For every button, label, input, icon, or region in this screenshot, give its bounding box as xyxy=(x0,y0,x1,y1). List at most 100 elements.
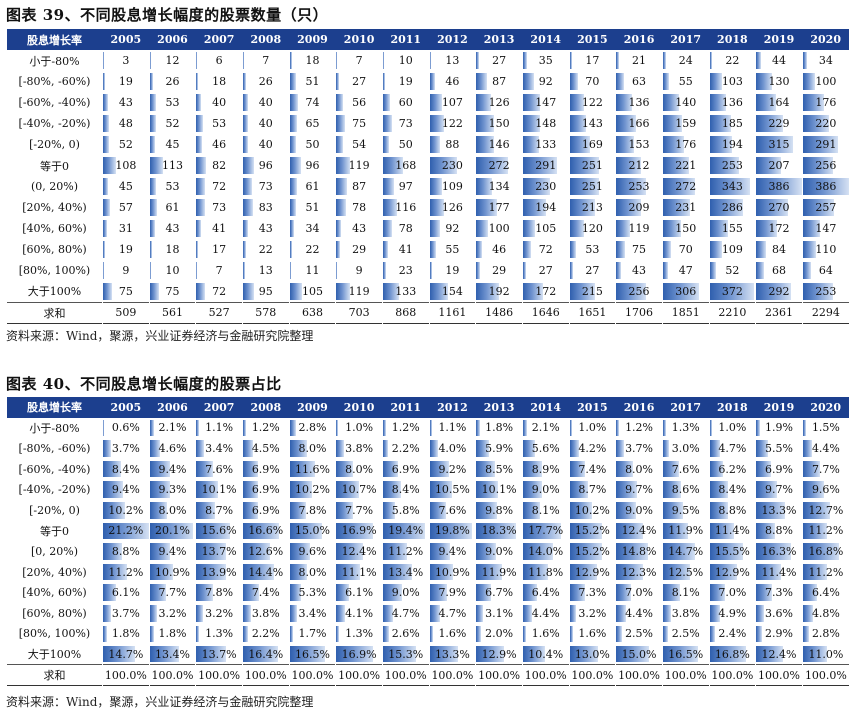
cell-value: 8.6% xyxy=(671,483,700,497)
data-cell: 12.3% xyxy=(615,561,663,583)
row-label: [-20%, 0) xyxy=(6,499,103,521)
cell-value: 6.1% xyxy=(345,586,374,600)
cell-value: 9.0% xyxy=(391,586,420,600)
value-bar xyxy=(476,178,493,195)
data-cell: 100 xyxy=(475,218,523,239)
total-cell: 100.0% xyxy=(755,664,803,686)
value-bar xyxy=(150,460,170,478)
data-cell: 47 xyxy=(661,260,710,281)
data-cell: 143 xyxy=(568,113,616,134)
cell-value: 12 xyxy=(165,54,180,67)
cell-value: 60 xyxy=(398,96,413,109)
cell-value: 24 xyxy=(678,54,693,67)
value-bar xyxy=(756,604,764,622)
value-bar xyxy=(430,625,434,643)
data-cell: 343 xyxy=(708,176,756,197)
value-bar xyxy=(663,419,666,437)
value-bar xyxy=(570,199,595,216)
cell-value: 13.3% xyxy=(761,503,797,517)
data-cell: 13.7% xyxy=(195,644,243,665)
data-cell: 14.0% xyxy=(521,541,570,562)
value-bar xyxy=(616,522,643,540)
data-cell: 4.4% xyxy=(615,602,663,624)
cell-value: 120 xyxy=(581,222,603,235)
data-cell: 13.7% xyxy=(195,541,243,562)
data-cell: 8.7% xyxy=(568,479,616,500)
value-bar xyxy=(523,584,537,601)
value-bar xyxy=(290,419,296,437)
data-cell: 4.1% xyxy=(335,602,383,624)
total-cell: 1486 xyxy=(475,301,523,323)
value-bar xyxy=(523,646,546,663)
data-cell: 14.7% xyxy=(102,644,150,665)
total-cell: 1851 xyxy=(661,301,710,323)
cell-value: 8.4% xyxy=(111,462,140,476)
value-bar xyxy=(803,584,817,601)
row-label: [60%, 80%) xyxy=(6,239,103,260)
data-cell: 7.4% xyxy=(568,458,616,480)
cell-value: 3 xyxy=(122,54,130,67)
value-bar xyxy=(243,625,248,643)
value-bar xyxy=(150,73,153,90)
data-cell: 3.4% xyxy=(288,602,336,624)
data-cell: 1.1% xyxy=(428,417,476,439)
value-bar xyxy=(476,283,499,300)
data-cell: 11.1% xyxy=(335,561,383,583)
value-bar xyxy=(336,241,340,258)
value-bar xyxy=(430,283,448,300)
cell-value: 75 xyxy=(632,243,647,256)
cell-value: 18 xyxy=(305,54,320,67)
cell-value: 3.7% xyxy=(625,441,654,455)
cell-value: 10.9% xyxy=(434,565,470,579)
cell-value: 209 xyxy=(628,201,650,214)
value-bar xyxy=(616,440,625,457)
row-label: [40%, 60%) xyxy=(6,218,103,239)
value-bar xyxy=(196,419,199,437)
data-cell: 63 xyxy=(615,71,663,92)
data-cell: 119 xyxy=(335,155,383,176)
value-bar xyxy=(103,625,107,643)
data-cell: 16.6% xyxy=(241,520,290,542)
cell-value: 75 xyxy=(165,284,180,298)
cell-value: 8.8% xyxy=(111,544,140,558)
data-cell: 34 xyxy=(288,218,336,239)
cell-value: 1.5% xyxy=(811,421,840,435)
value-bar xyxy=(616,178,647,195)
cell-value: 46 xyxy=(212,138,227,151)
data-cell: 2.1% xyxy=(148,417,196,439)
total-cell: 100.0% xyxy=(148,664,196,686)
cell-value: 47 xyxy=(678,264,693,277)
cell-value: 6.9% xyxy=(251,483,280,497)
cell-value: 9.4% xyxy=(438,544,467,558)
total-cell: 100.0% xyxy=(102,664,150,686)
cell-value: 272 xyxy=(675,180,697,193)
data-cell: 3.8% xyxy=(241,602,290,624)
value-bar xyxy=(290,52,292,69)
cell-value: 92 xyxy=(445,222,460,235)
cell-value: 55 xyxy=(678,75,693,88)
data-cell: 11.9% xyxy=(661,520,710,542)
value-bar xyxy=(803,460,820,478)
value-bar xyxy=(756,136,794,153)
cell-value: 7.9% xyxy=(438,586,467,600)
cell-value: 56 xyxy=(352,96,367,109)
value-bar xyxy=(523,625,527,643)
data-cell: 2.0% xyxy=(475,623,523,645)
cell-value: 22 xyxy=(725,54,740,67)
cell-value: 122 xyxy=(581,96,603,109)
value-bar xyxy=(103,522,149,540)
data-cell: 4.9% xyxy=(708,602,756,624)
cell-value: 172 xyxy=(535,284,557,298)
row-label: [-40%, -20%) xyxy=(6,479,103,500)
value-bar xyxy=(243,136,248,153)
total-cell: 100.0% xyxy=(241,664,290,686)
cell-value: 230 xyxy=(441,159,463,172)
cell-value: 7 xyxy=(355,54,363,67)
table-row: [40%, 60%) 6.1% 7.7% 7.8% 7.4% 5.3% 6.1% 9.0% 7.… xyxy=(6,582,849,603)
cell-value: 16.3% xyxy=(761,544,797,558)
cell-value: 8.8% xyxy=(718,503,747,517)
year-header-2012: 2012 xyxy=(429,29,476,50)
year-header-2008: 2008 xyxy=(242,397,290,418)
value-bar xyxy=(756,543,792,560)
value-bar xyxy=(103,543,122,560)
